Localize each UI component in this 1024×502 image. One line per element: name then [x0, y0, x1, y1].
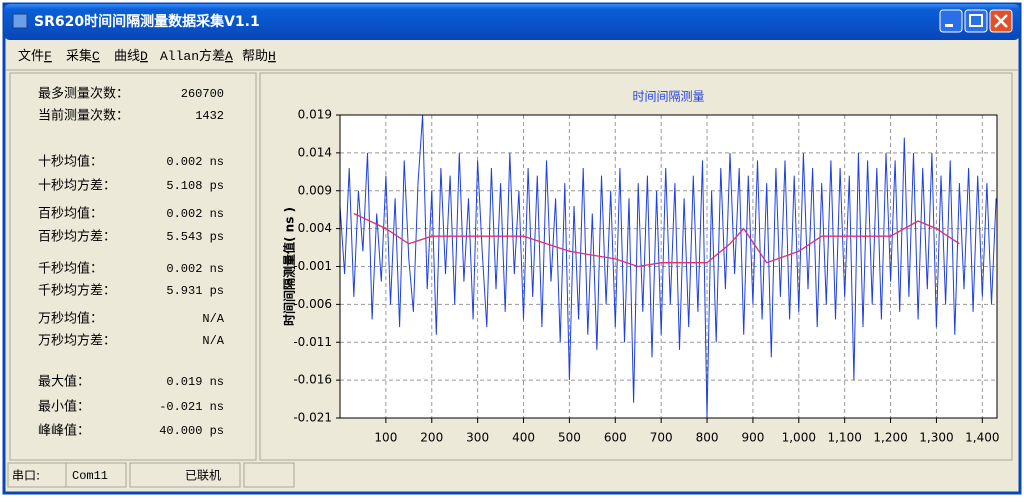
menu-bar: 文件F 采集C 曲线D Allan方差A 帮助H: [18, 48, 276, 64]
chart-title: 时间间隔测量: [632, 90, 704, 104]
y-tick-label: -0.011: [293, 335, 332, 349]
menu-label: Allan方差: [160, 48, 225, 64]
stat-value: N/A: [202, 312, 224, 326]
x-tick-label: 700: [650, 431, 673, 445]
stat-label: 百秒均方差：: [38, 229, 116, 245]
status-cell: [243, 462, 295, 488]
stats-list: 最多测量次数： 260700 当前测量次数： 1432 十秒均值： 0.002 ns 十秒均…: [38, 86, 225, 439]
stat-value: 5.108 ps: [166, 179, 224, 193]
status-cell: [65, 462, 127, 488]
maximize-button[interactable]: [964, 9, 988, 33]
stat-value: 260700: [181, 87, 224, 101]
x-tick-label: 1,000: [782, 431, 816, 445]
stat-value: 0.002 ns: [166, 155, 224, 169]
stat-label: 千秒均值：: [38, 261, 103, 277]
x-tick-label: 300: [466, 431, 489, 445]
stat-label: 最大值：: [38, 374, 90, 390]
status-cell: [7, 462, 67, 488]
x-tick-label: 1,200: [873, 431, 907, 445]
stat-label: 最小值：: [38, 399, 90, 415]
stat-value: 5.543 ps: [166, 230, 224, 244]
stat-value: 40.000 ps: [159, 424, 224, 438]
status-text: 串口:: [12, 469, 40, 483]
stat-value: N/A: [202, 334, 224, 348]
x-tick-label: 100: [374, 431, 397, 445]
menu-label: 采集: [66, 48, 92, 64]
status-text: Com11: [72, 469, 108, 483]
status-cell: [129, 462, 241, 488]
menu-key: C: [92, 49, 100, 64]
stat-label: 百秒均值：: [38, 206, 103, 222]
menu-key: D: [140, 49, 148, 64]
menu-label: 文件: [18, 49, 44, 64]
y-tick-label: -0.006: [293, 297, 332, 311]
stat-value: 0.019 ns: [166, 375, 224, 389]
y-axis-label: 时间间隔测量值( ns ): [282, 207, 297, 326]
stat-label: 峰峰值：: [38, 423, 90, 439]
menu-key: A: [225, 49, 233, 64]
stat-label: 万秒均方差：: [38, 333, 116, 349]
x-tick-label: 600: [604, 431, 627, 445]
stat-label: 万秒均值：: [38, 311, 103, 327]
stat-value: -0.021 ns: [159, 400, 224, 414]
y-tick-label: -0.016: [293, 373, 332, 387]
minimize-button[interactable]: [939, 9, 963, 33]
menu-key: H: [268, 49, 276, 64]
menu-label: 曲线: [114, 49, 140, 64]
stats-panel: [9, 72, 257, 461]
menu-item[interactable]: 曲线D: [114, 49, 148, 64]
status-bar: 串口: Com11 已联机: [7, 462, 295, 488]
x-tick-label: 500: [558, 431, 581, 445]
close-button[interactable]: [989, 9, 1013, 33]
stat-label: 千秒均方差：: [38, 283, 116, 299]
menu-key: F: [44, 49, 52, 64]
menu-item[interactable]: 采集C: [66, 48, 100, 64]
plot-border: [339, 114, 998, 419]
x-tick-label: 1,100: [827, 431, 861, 445]
series-line: [339, 114, 997, 419]
y-tick-label: 0.019: [298, 108, 332, 122]
stat-label: 十秒均值：: [38, 154, 103, 170]
menu-item[interactable]: 文件F: [18, 49, 52, 64]
stat-label: 当前测量次数：: [38, 108, 129, 124]
x-tick-label: 800: [696, 431, 719, 445]
menu-label: 帮助: [242, 49, 268, 64]
window-title: SR620时间间隔测量数据采集V1.1: [34, 13, 260, 30]
y-tick-label: -0.001: [293, 259, 332, 273]
menu-item[interactable]: Allan方差A: [160, 48, 233, 64]
x-tick-label: 1,400: [965, 431, 999, 445]
stat-value: 1432: [195, 109, 224, 123]
stat-value: 0.002 ns: [166, 207, 224, 221]
series-line: [353, 212, 960, 268]
y-tick-label: 0.009: [298, 183, 332, 197]
x-tick-label: 400: [512, 431, 535, 445]
status-text: 已联机: [185, 469, 221, 483]
x-tick-label: 200: [420, 431, 443, 445]
y-tick-label: 0.004: [298, 221, 332, 235]
y-tick-label: 0.014: [298, 145, 332, 159]
stat-label: 最多测量次数：: [38, 86, 129, 102]
y-tick-label: -0.021: [293, 411, 332, 425]
stat-value: 5.931 ps: [166, 284, 224, 298]
stat-value: 0.002 ns: [166, 262, 224, 276]
title-bar: [4, 4, 1020, 40]
x-tick-label: 900: [741, 431, 764, 445]
stat-label: 十秒均方差：: [38, 178, 116, 194]
app-icon: [12, 13, 28, 29]
x-tick-label: 1,300: [919, 431, 953, 445]
menu-item[interactable]: 帮助H: [242, 49, 276, 64]
